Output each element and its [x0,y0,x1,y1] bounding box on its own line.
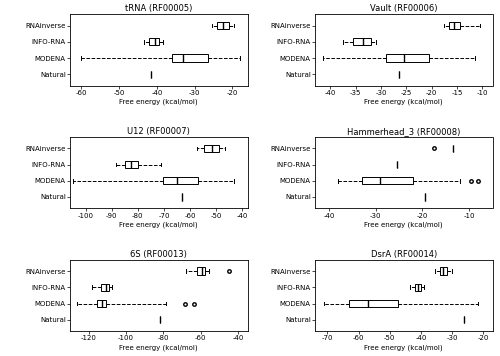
PathPatch shape [414,284,421,291]
Title: Vault (RF00006): Vault (RF00006) [370,5,438,14]
Title: 6S (RF00013): 6S (RF00013) [130,250,187,259]
PathPatch shape [386,54,429,62]
Title: DsrA (RF00014): DsrA (RF00014) [370,250,437,259]
PathPatch shape [172,54,208,62]
PathPatch shape [162,177,198,184]
X-axis label: Free energy (kcal/mol): Free energy (kcal/mol) [364,221,443,228]
X-axis label: Free energy (kcal/mol): Free energy (kcal/mol) [120,99,198,105]
X-axis label: Free energy (kcal/mol): Free energy (kcal/mol) [120,344,198,351]
PathPatch shape [362,177,413,184]
PathPatch shape [218,22,228,29]
PathPatch shape [353,38,371,46]
X-axis label: Free energy (kcal/mol): Free energy (kcal/mol) [364,344,443,351]
PathPatch shape [204,145,219,152]
Title: Hammerhead_3 (RF00008): Hammerhead_3 (RF00008) [347,127,461,136]
PathPatch shape [97,300,106,307]
PathPatch shape [125,161,138,168]
PathPatch shape [197,267,205,275]
PathPatch shape [349,300,398,307]
PathPatch shape [150,38,159,46]
Title: tRNA (RF00005): tRNA (RF00005) [125,5,192,14]
X-axis label: Free energy (kcal/mol): Free energy (kcal/mol) [364,99,443,105]
X-axis label: Free energy (kcal/mol): Free energy (kcal/mol) [120,221,198,228]
PathPatch shape [101,284,109,291]
PathPatch shape [440,267,448,275]
Title: U12 (RF00007): U12 (RF00007) [128,127,190,136]
PathPatch shape [450,22,460,29]
